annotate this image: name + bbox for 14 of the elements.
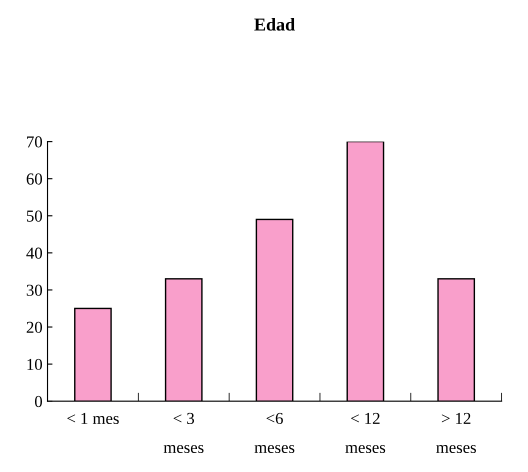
- y-tick-label: 30: [26, 284, 42, 296]
- y-tick-label: 60: [26, 173, 42, 185]
- y-tick-label: 50: [26, 210, 42, 222]
- y-tick-label: 0: [34, 396, 42, 408]
- y-tick-label: 20: [26, 322, 42, 333]
- category-label: < 12 meses: [345, 412, 386, 454]
- y-tick-label: 40: [26, 248, 42, 259]
- y-tick-label: 70: [27, 136, 42, 148]
- category-label: <6 meses: [254, 412, 294, 454]
- y-tick-label: 10: [27, 358, 42, 370]
- category-label: < 3 meses: [164, 412, 204, 454]
- x-tick-label: < 1 mes: [67, 412, 119, 424]
- chart-title: Edad: [254, 18, 295, 31]
- category-label: > 12 meses: [436, 412, 476, 454]
